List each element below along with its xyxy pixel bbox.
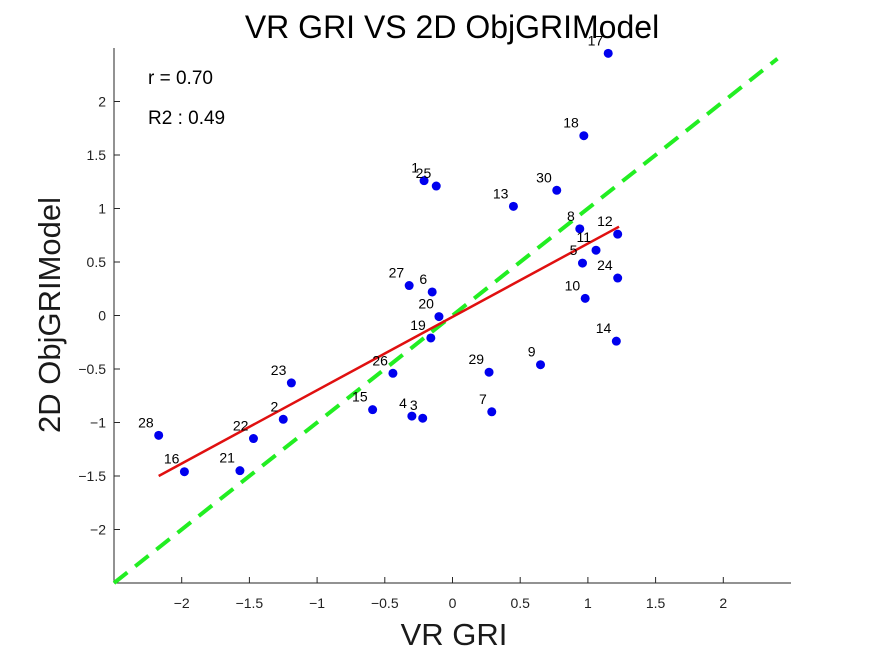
data-point — [484, 367, 494, 377]
fit-line — [158, 225, 620, 478]
point-label: 14 — [596, 320, 612, 336]
x-tick-label: −0.5 — [371, 595, 399, 611]
point-label: 29 — [468, 351, 484, 367]
data-point — [404, 281, 414, 291]
point-label: 22 — [233, 418, 249, 434]
data-point — [286, 378, 296, 388]
point-label: 4 — [399, 395, 407, 411]
point-label: 11 — [576, 229, 591, 245]
identity-dashed-line — [112, 57, 779, 585]
data-point — [418, 413, 428, 423]
data-point — [154, 430, 164, 440]
point-label: 9 — [528, 344, 536, 360]
identity-line — [112, 57, 779, 585]
point-label: 30 — [536, 169, 552, 185]
data-point — [611, 336, 621, 346]
data-point — [419, 176, 429, 186]
data-point — [579, 131, 589, 141]
point-label: 23 — [271, 362, 287, 378]
data-point — [580, 293, 590, 303]
point-label: 7 — [479, 391, 487, 407]
point-label: 25 — [416, 165, 432, 181]
y-tick-label: 0 — [98, 308, 106, 324]
point-label: 5 — [570, 242, 578, 258]
point-label: 6 — [419, 271, 427, 287]
point-label: 26 — [372, 352, 388, 368]
point-label: 24 — [597, 257, 613, 273]
correlation-annotation: r = 0.70 — [148, 68, 213, 89]
data-point — [388, 368, 398, 378]
y-tick-label: −1.5 — [78, 468, 106, 484]
point-label: 15 — [352, 389, 368, 405]
y-tick-label: 1 — [98, 201, 106, 217]
x-tick-label: −1 — [309, 595, 325, 611]
data-point — [591, 245, 601, 255]
data-point — [603, 48, 613, 58]
data-point — [278, 414, 288, 424]
point-label: 20 — [418, 296, 434, 312]
data-point — [577, 258, 587, 268]
data-point — [575, 224, 585, 234]
y-tick-label: −0.5 — [78, 361, 106, 377]
data-point — [427, 287, 437, 297]
x-tick-label: −2 — [174, 595, 190, 611]
data-point — [536, 360, 546, 370]
point-label: 28 — [138, 414, 154, 430]
y-tick-label: 2 — [98, 94, 106, 110]
y-ticks: −2 −1.5 −1 −0.5 0 0.5 1 1.5 2 — [78, 94, 120, 538]
data-point — [487, 407, 497, 417]
data-point — [613, 273, 623, 283]
data-point — [508, 201, 518, 211]
y-tick-label: −2 — [90, 522, 106, 538]
point-label: 8 — [567, 208, 575, 224]
r-squared-annotation: R2 : 0.49 — [148, 108, 225, 129]
data-point — [613, 229, 623, 239]
point-labels: 12 34567891011121314151617181920212223242… — [138, 32, 613, 466]
point-label: 10 — [565, 277, 581, 293]
x-tick-label: 1.5 — [646, 595, 666, 611]
y-axis-label: 2D ObjGRIModel — [32, 197, 67, 433]
data-point — [434, 312, 444, 322]
point-label: 18 — [563, 115, 579, 131]
point-label: 27 — [389, 265, 405, 281]
y-tick-label: −1 — [90, 415, 106, 431]
data-point — [179, 467, 189, 477]
data-points — [154, 48, 623, 477]
x-axis-label: VR GRI — [401, 617, 508, 652]
point-label: 19 — [410, 317, 426, 333]
x-tick-label: 2 — [719, 595, 727, 611]
x-ticks: −2 −1.5 −1 −0.5 0 0.5 1 1.5 2 — [174, 577, 727, 611]
data-point — [235, 466, 245, 476]
point-label: 21 — [219, 450, 235, 466]
point-label: 16 — [164, 451, 180, 467]
x-tick-label: 0.5 — [510, 595, 530, 611]
data-point — [431, 181, 441, 191]
point-label: 17 — [588, 32, 604, 48]
point-label: 1 — [411, 160, 419, 176]
data-point — [426, 333, 436, 343]
regression-line — [158, 225, 620, 478]
point-label: 3 — [410, 397, 418, 413]
data-point — [552, 185, 562, 195]
x-tick-label: −1.5 — [236, 595, 264, 611]
chart-title: VR GRI VS 2D ObjGRIModel — [245, 9, 659, 45]
x-tick-label: 0 — [449, 595, 457, 611]
point-label: 13 — [493, 185, 509, 201]
data-point — [248, 434, 258, 444]
point-label: 12 — [597, 213, 613, 229]
data-point — [407, 411, 417, 421]
y-tick-label: 0.5 — [87, 254, 107, 270]
data-point — [368, 405, 378, 415]
point-label: 2 — [270, 398, 278, 414]
y-tick-label: 1.5 — [87, 147, 107, 163]
x-tick-label: 1 — [584, 595, 592, 611]
